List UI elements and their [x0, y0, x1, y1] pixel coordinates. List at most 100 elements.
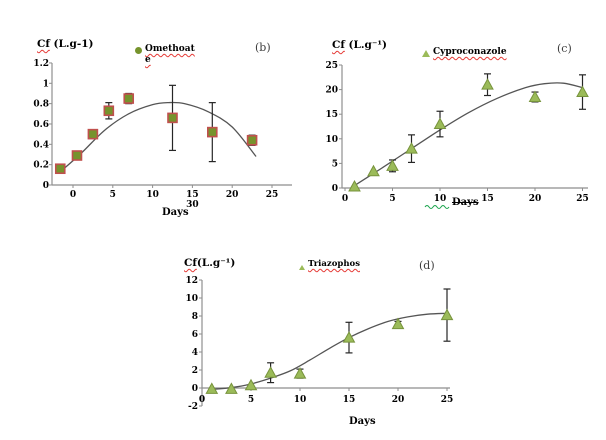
svg-text:2: 2: [192, 366, 198, 376]
svg-text:25: 25: [576, 194, 589, 204]
svg-text:20: 20: [529, 194, 542, 204]
chart-b-legend: Omethoat e: [135, 44, 195, 66]
chart-b-title-cf: Cf: [37, 38, 50, 50]
triangle-marker: [205, 382, 219, 394]
triangle-marker: [386, 159, 399, 171]
fit-curve: [211, 312, 448, 390]
chart-b-panel-letter: (b): [255, 41, 271, 54]
data-points: [205, 308, 454, 394]
chart-d-triazophos: Cf(L.g⁻¹) Triazophos (d) 0 5 10 15 20 25 -2 0 2 4…: [155, 255, 470, 440]
svg-text:5: 5: [389, 194, 395, 204]
chart-b-x-axis-label: Days: [162, 207, 189, 218]
svg-text:10: 10: [325, 135, 338, 145]
chart-d-panel-letter: (d): [419, 259, 435, 272]
data-points: [54, 93, 258, 175]
svg-text:0.2: 0.2: [33, 161, 49, 171]
chart-c-title-cf: Cf: [332, 39, 345, 51]
green-squiggle-icon: [424, 205, 450, 209]
triangle-marker: [348, 179, 361, 192]
chart-c-title-units: (L.g⁻¹): [344, 39, 387, 51]
square-marker: [167, 112, 178, 124]
axes: 0 5 10 15 20 25 0 0.2 0.4 0.6 0.8 1 1.2 30: [33, 59, 292, 210]
chart-b-title-units: (L.g-1): [49, 38, 94, 50]
svg-text:1: 1: [43, 79, 49, 89]
square-marker: [123, 93, 135, 104]
svg-text:0: 0: [332, 184, 338, 194]
chart-c-legend: Cyproconazole: [422, 47, 507, 58]
square-marker: [54, 163, 66, 175]
svg-text:25: 25: [266, 190, 279, 200]
svg-text:5: 5: [248, 395, 254, 405]
svg-text:15: 15: [481, 194, 494, 204]
triangle-marker: [481, 78, 494, 90]
svg-text:0.4: 0.4: [33, 140, 49, 150]
svg-text:20: 20: [226, 190, 239, 200]
chart-c-panel-letter: (c): [557, 42, 572, 55]
axes: 0 5 10 15 20 25 0 5 10 15 20 25: [325, 61, 588, 204]
svg-text:25: 25: [325, 61, 338, 71]
triangle-marker: [391, 317, 405, 330]
legend-circle-marker-icon: [135, 47, 142, 54]
svg-text:0: 0: [199, 395, 205, 405]
fit-curve: [59, 101, 257, 173]
triangle-marker: [528, 90, 542, 102]
svg-text:15: 15: [325, 110, 338, 120]
svg-text:10: 10: [434, 194, 447, 204]
chart-b-plot-area: 0 5 10 15 20 25 0 0.2 0.4 0.6 0.8 1 1.2 30: [33, 59, 292, 210]
svg-text:5: 5: [110, 190, 116, 200]
square-marker: [103, 105, 115, 117]
triangle-marker: [342, 331, 356, 343]
chart-c-y-axis-title: Cf (L.g⁻¹): [332, 39, 387, 51]
svg-text:10: 10: [185, 294, 198, 304]
triangle-marker: [576, 85, 589, 98]
chart-c-legend-text: Cyproconazole: [433, 47, 507, 58]
triangle-marker: [225, 382, 238, 394]
svg-text:-2: -2: [188, 402, 198, 412]
chart-d-legend-text: Triazophos: [308, 259, 360, 270]
chart-b-legend-text: Omethoat e: [145, 44, 195, 66]
svg-text:10: 10: [294, 395, 307, 405]
data-points: [348, 78, 589, 192]
square-marker: [87, 128, 99, 140]
legend-line-2: e: [145, 55, 151, 65]
svg-text:8: 8: [192, 312, 198, 322]
legend-line-1: Cyproconazole: [433, 47, 507, 57]
svg-text:30: 30: [186, 200, 199, 210]
svg-text:10: 10: [146, 190, 159, 200]
svg-text:0: 0: [342, 194, 348, 204]
legend-line-1: Omethoat: [145, 44, 195, 54]
fit-curve: [354, 82, 583, 187]
legend-line-1: Triazophos: [308, 259, 360, 269]
triangle-marker: [433, 117, 447, 130]
square-marker: [207, 126, 218, 138]
triangle-marker: [293, 367, 307, 379]
chart-d-title-cf: Cf: [184, 257, 197, 269]
triangle-marker: [440, 308, 454, 321]
svg-text:4: 4: [192, 348, 198, 358]
svg-text:25: 25: [441, 395, 454, 405]
chart-d-title-units: (L.g⁻¹): [196, 257, 236, 269]
triangle-marker: [405, 142, 418, 154]
chart-b-y-axis-title: Cf (L.g-1): [37, 38, 94, 50]
triangle-marker: [244, 378, 258, 391]
chart-c-x-axis-label: Days: [452, 197, 479, 208]
chart-d-x-axis-label: Days: [349, 416, 376, 427]
triangle-marker: [264, 366, 277, 378]
svg-text:6: 6: [192, 330, 198, 340]
svg-text:0: 0: [43, 181, 49, 191]
chart-d-legend: Triazophos: [299, 259, 360, 270]
triangle-marker: [367, 164, 380, 177]
chart-d-y-axis-title: Cf(L.g⁻¹): [184, 257, 235, 269]
chart-c-cyproconazole: Cf (L.g⁻¹) Cyproconazole (c) 0 5 10 15 20 25 0…: [325, 35, 606, 235]
chart-b-omethoate: Cf (L.g-1) Omethoat e (b) 0 5 10 15 20 25 0 0.2…: [30, 35, 315, 235]
svg-text:0: 0: [192, 384, 198, 394]
svg-text:5: 5: [332, 159, 338, 169]
svg-text:20: 20: [392, 395, 405, 405]
svg-text:0.8: 0.8: [33, 100, 49, 110]
svg-text:20: 20: [325, 86, 338, 96]
legend-triangle-marker-icon: [299, 265, 305, 270]
svg-text:15: 15: [343, 395, 356, 405]
